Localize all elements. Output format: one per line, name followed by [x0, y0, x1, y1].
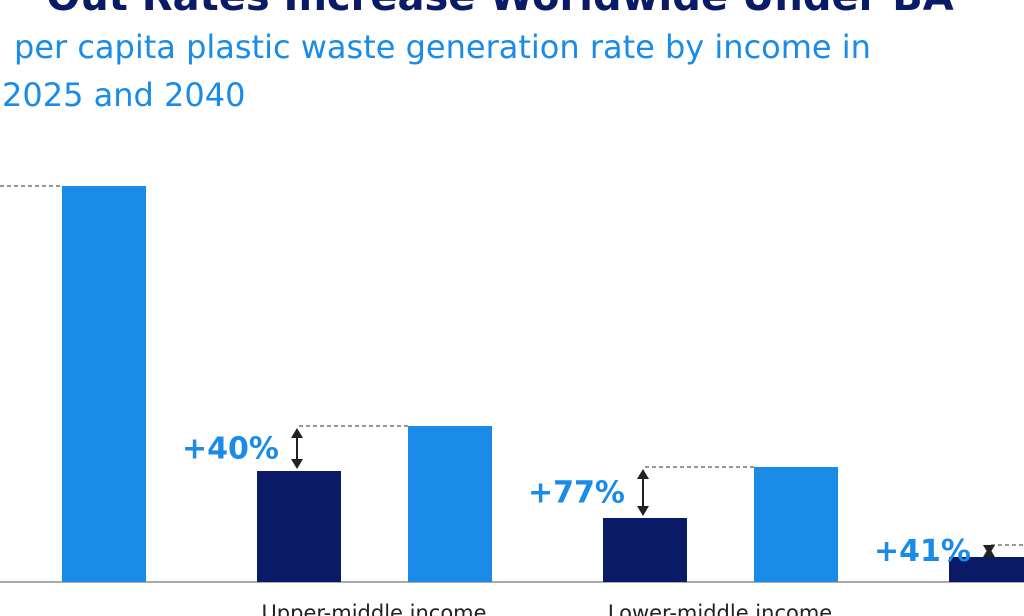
bar: [62, 186, 146, 582]
bar: [408, 426, 492, 582]
bar: [949, 557, 1024, 582]
chart-title: Out Rates Increase Worldwide Under BA: [46, 0, 954, 20]
change-label: +40%: [182, 432, 279, 467]
x-tick-label: Upper-middle income: [261, 601, 486, 616]
arrow-head: [983, 545, 995, 555]
chart-subtitle: per capita plastic waste generation rate…: [14, 28, 871, 66]
bar: [754, 467, 838, 582]
bar: [603, 518, 687, 582]
arrow-head: [637, 506, 649, 516]
bar: [257, 471, 341, 582]
change-label: +41%: [874, 534, 971, 569]
change-label: +77%: [528, 476, 625, 511]
x-tick-label: Lower-middle income: [608, 601, 832, 616]
plot-area: +40% Upper-middle income +77% Lower-middle …: [0, 185, 1024, 616]
chart-subtitle: 2025 and 2040: [2, 76, 245, 114]
arrow-head: [637, 469, 649, 479]
arrow-head: [291, 428, 303, 438]
arrow-head: [291, 459, 303, 469]
